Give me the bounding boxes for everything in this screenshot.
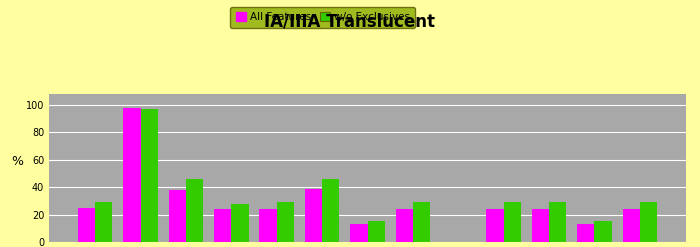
Bar [594,222,612,242]
Bar [549,202,566,242]
Text: IA/IIIA Translucent: IA/IIIA Translucent [265,12,435,30]
Bar [141,109,158,242]
Bar [486,209,503,242]
Y-axis label: %: % [11,155,23,168]
Bar [169,190,186,242]
Bar [368,222,385,242]
Bar [350,224,368,242]
Bar [640,202,657,242]
Bar [78,208,95,242]
Bar [305,188,322,242]
Bar [413,202,430,242]
Bar [232,204,248,242]
Bar [260,209,276,242]
Bar [395,209,413,242]
Bar [214,209,232,242]
Bar [322,179,340,242]
Bar [532,209,549,242]
Legend: All Features, w/o Exclusives: All Features, w/o Exclusives [230,7,415,28]
Bar [622,209,640,242]
Bar [578,224,594,242]
Bar [123,108,141,242]
Bar [186,179,203,242]
Bar [276,202,294,242]
Bar [503,202,521,242]
Bar [95,202,113,242]
